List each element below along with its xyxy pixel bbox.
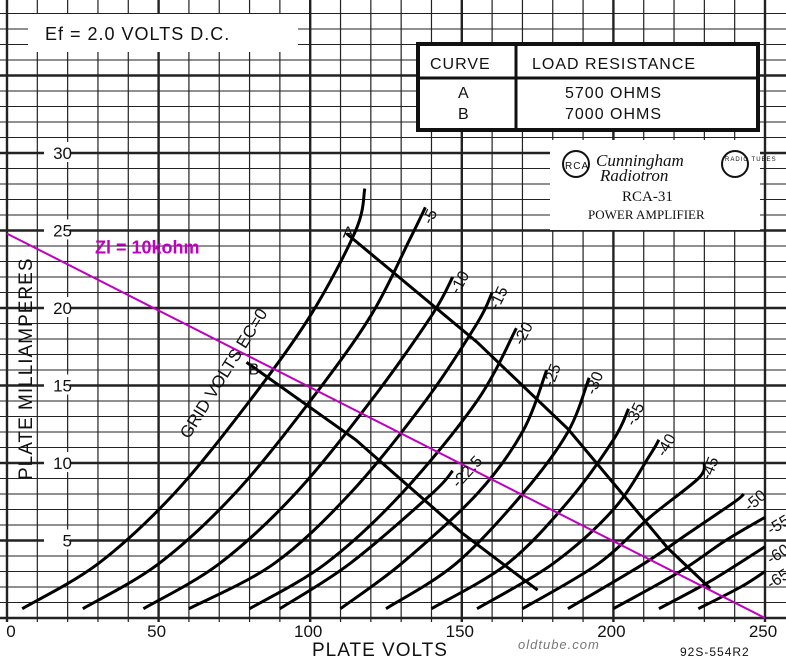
grid-curve-35 [430, 408, 630, 610]
filament-voltage-label: Ef = 2.0 VOLTS D.C. [45, 24, 230, 44]
x-axis-label: PLATE VOLTS [312, 640, 448, 661]
footer-code: 92S-554R2 [680, 645, 750, 659]
watermark: oldtube.com [518, 637, 600, 652]
load-resistance-table: CURVE LOAD RESISTANCE A 5700 OHMS B 7000… [416, 42, 760, 132]
y-tick-background [44, 529, 70, 550]
x-tick-label: 150 [446, 622, 474, 641]
load-line-a [345, 232, 712, 590]
load-line-zl10kohm [6, 232, 766, 619]
x-tick-label: 250 [749, 622, 777, 641]
grid-curve-60 [658, 545, 766, 611]
grid-curve-50 [567, 492, 745, 610]
y-tick-background [44, 142, 70, 162]
radio-tubes-logo-text: RADIO TUBES [725, 157, 777, 163]
load-line-label: A [343, 225, 354, 242]
tube-name: RCA-31 [622, 189, 673, 205]
grid-curve-55 [612, 516, 766, 611]
x-tick-label: 50 [147, 622, 166, 641]
x-tick-label: 200 [597, 622, 625, 641]
table-row-b-curve: B [458, 106, 470, 123]
grid-curve-30 [385, 377, 591, 610]
load-line-b [245, 361, 539, 592]
rca-logo-icon [562, 150, 590, 178]
y-tick-background [44, 219, 70, 240]
table-row-a-curve: A [458, 85, 470, 102]
load-line-label: Zl = 10kohm [95, 238, 200, 258]
y-tick-label: 15 [53, 377, 72, 396]
y-tick-label: 25 [53, 222, 72, 241]
radio-tubes-logo-icon [721, 150, 749, 178]
grid-curve-40 [476, 439, 661, 610]
rca-logo-text: RCA [565, 161, 589, 172]
y-tick-label: 5 [63, 532, 72, 551]
grid-curve-20 [248, 327, 518, 610]
table-row-b-resistance: 7000 OHMS [565, 106, 662, 123]
tube-description: POWER AMPLIFIER [588, 207, 705, 222]
y-tick-label: 30 [53, 144, 72, 163]
y-tick-background [44, 452, 70, 472]
load-lines: A B Zl = 10kohm [6, 225, 766, 619]
x-tick-label: 100 [294, 622, 322, 641]
y-tick-background [44, 297, 70, 317]
brand-block: RCA Cunningham Radiotron RADIO TUBES RCA… [550, 140, 777, 230]
axis-ticks: 0 50 100 150 200 250 5 10 15 20 25 30 [6, 142, 777, 641]
y-tick-label: 20 [53, 299, 72, 318]
y-tick-background [44, 374, 70, 395]
brand-name-line1: Cunningham [596, 151, 684, 170]
y-tick-label: 10 [53, 454, 72, 473]
y-axis-label: PLATE MILLIAMPERES [16, 258, 37, 481]
grid-curve-25 [339, 369, 549, 610]
grid-curve-65 [697, 570, 766, 611]
header-box [28, 14, 298, 52]
table-header-load-resistance: LOAD RESISTANCE [532, 56, 696, 73]
grid-curve-45 [521, 462, 706, 610]
grid-curve-225 [279, 469, 454, 610]
grid-curve-10 [142, 276, 455, 610]
table-row-a-resistance: 5700 OHMS [565, 85, 662, 102]
load-line-label: B [249, 361, 260, 378]
brand-name-line2: Radiotron [599, 166, 668, 185]
major-grid [0, 0, 786, 622]
table-header-curve: CURVE [430, 56, 491, 73]
x-tick-label: 0 [6, 622, 15, 641]
curve-label: -5 [420, 207, 442, 227]
